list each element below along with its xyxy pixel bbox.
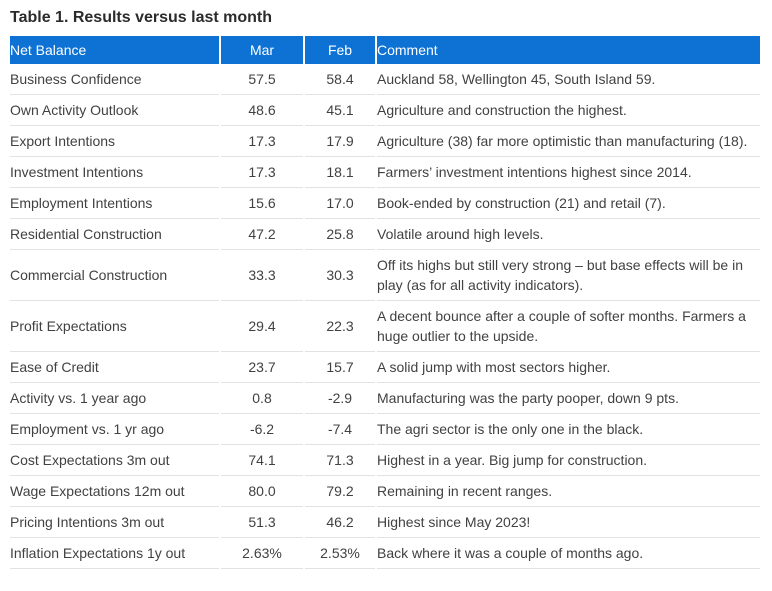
feb-value: 18.1	[305, 157, 375, 188]
comment-text: Highest in a year. Big jump for construc…	[377, 445, 760, 476]
mar-value: -6.2	[221, 414, 303, 445]
table-row: Own Activity Outlook 48.6 45.1 Agriculture …	[10, 95, 760, 126]
feb-value: 25.8	[305, 219, 375, 250]
table-row: Commercial Construction 33.3 30.3 Off its h…	[10, 250, 760, 301]
mar-value: 0.8	[221, 383, 303, 414]
comment-text: Remaining in recent ranges.	[377, 476, 760, 507]
row-label: Own Activity Outlook	[10, 95, 219, 126]
comment-text: Off its highs but still very strong – bu…	[377, 250, 760, 301]
feb-value: -7.4	[305, 414, 375, 445]
row-label: Inflation Expectations 1y out	[10, 538, 219, 569]
column-header-mar: Mar	[221, 36, 303, 64]
comment-text: Back where it was a couple of months ago…	[377, 538, 760, 569]
table-row: Cost Expectations 3m out 74.1 71.3 Highest …	[10, 445, 760, 476]
mar-value: 57.5	[221, 64, 303, 95]
comment-text: Auckland 58, Wellington 45, South Island…	[377, 64, 760, 95]
row-label: Ease of Credit	[10, 352, 219, 383]
feb-value: 15.7	[305, 352, 375, 383]
row-label: Employment vs. 1 yr ago	[10, 414, 219, 445]
row-label: Commercial Construction	[10, 250, 219, 301]
mar-value: 15.6	[221, 188, 303, 219]
mar-value: 29.4	[221, 301, 303, 352]
mar-value: 74.1	[221, 445, 303, 476]
mar-value: 23.7	[221, 352, 303, 383]
table-title: Table 1. Results versus last month	[10, 9, 273, 26]
feb-value: 58.4	[305, 64, 375, 95]
row-label: Activity vs. 1 year ago	[10, 383, 219, 414]
row-label: Employment Intentions	[10, 188, 219, 219]
comment-text: Book-ended by construction (21) and reta…	[377, 188, 760, 219]
row-label: Investment Intentions	[10, 157, 219, 188]
feb-value: -2.9	[305, 383, 375, 414]
comment-text: Highest since May 2023!	[377, 507, 760, 538]
comment-text: Volatile around high levels.	[377, 219, 760, 250]
table-row: Investment Intentions 17.3 18.1 Farmers’ in…	[10, 157, 760, 188]
mar-value: 2.63%	[221, 538, 303, 569]
row-label: Cost Expectations 3m out	[10, 445, 219, 476]
feb-value: 17.0	[305, 188, 375, 219]
comment-text: Farmers’ investment intentions highest s…	[377, 157, 760, 188]
table-row: Pricing Intentions 3m out 51.3 46.2 Highest…	[10, 507, 760, 538]
comment-text: Manufacturing was the party pooper, down…	[377, 383, 760, 414]
column-header-net-balance: Net Balance	[10, 36, 219, 64]
row-label: Pricing Intentions 3m out	[10, 507, 219, 538]
feb-value: 2.53%	[305, 538, 375, 569]
table-row: Residential Construction 47.2 25.8 Volatile…	[10, 219, 760, 250]
table-row: Wage Expectations 12m out 80.0 79.2 Remaini…	[10, 476, 760, 507]
comment-text: A decent bounce after a couple of softer…	[377, 301, 760, 352]
comment-text: A solid jump with most sectors higher.	[377, 352, 760, 383]
table-row: Ease of Credit 23.7 15.7 A solid jump with …	[10, 352, 760, 383]
results-table: Net Balance Mar Feb Comment Business Con…	[8, 36, 762, 569]
table-row: Business Confidence 57.5 58.4 Auckland 58, …	[10, 64, 760, 95]
table-row: Employment vs. 1 yr ago -6.2 -7.4 The agri …	[10, 414, 760, 445]
mar-value: 17.3	[221, 126, 303, 157]
table-row: Export Intentions 17.3 17.9 Agriculture (38…	[10, 126, 760, 157]
column-header-feb: Feb	[305, 36, 375, 64]
feb-value: 46.2	[305, 507, 375, 538]
feb-value: 79.2	[305, 476, 375, 507]
row-label: Profit Expectations	[10, 301, 219, 352]
table-body: Business Confidence 57.5 58.4 Auckland 58, …	[10, 64, 760, 569]
mar-value: 51.3	[221, 507, 303, 538]
row-label: Export Intentions	[10, 126, 219, 157]
table-row: Activity vs. 1 year ago 0.8 -2.9 Manufactur…	[10, 383, 760, 414]
mar-value: 80.0	[221, 476, 303, 507]
table-row: Employment Intentions 15.6 17.0 Book-ended …	[10, 188, 760, 219]
mar-value: 33.3	[221, 250, 303, 301]
feb-value: 45.1	[305, 95, 375, 126]
row-label: Residential Construction	[10, 219, 219, 250]
mar-value: 48.6	[221, 95, 303, 126]
feb-value: 17.9	[305, 126, 375, 157]
comment-text: Agriculture and construction the highest…	[377, 95, 760, 126]
mar-value: 47.2	[221, 219, 303, 250]
row-label: Business Confidence	[10, 64, 219, 95]
table-row: Profit Expectations 29.4 22.3 A decent boun…	[10, 301, 760, 352]
comment-text: The agri sector is the only one in the b…	[377, 414, 760, 445]
row-label: Wage Expectations 12m out	[10, 476, 219, 507]
mar-value: 17.3	[221, 157, 303, 188]
feb-value: 22.3	[305, 301, 375, 352]
header-row: Net Balance Mar Feb Comment	[10, 36, 760, 64]
comment-text: Agriculture (38) far more optimistic tha…	[377, 126, 760, 157]
table-row: Inflation Expectations 1y out 2.63% 2.53% B…	[10, 538, 760, 569]
column-header-comment: Comment	[377, 36, 760, 64]
feb-value: 71.3	[305, 445, 375, 476]
feb-value: 30.3	[305, 250, 375, 301]
